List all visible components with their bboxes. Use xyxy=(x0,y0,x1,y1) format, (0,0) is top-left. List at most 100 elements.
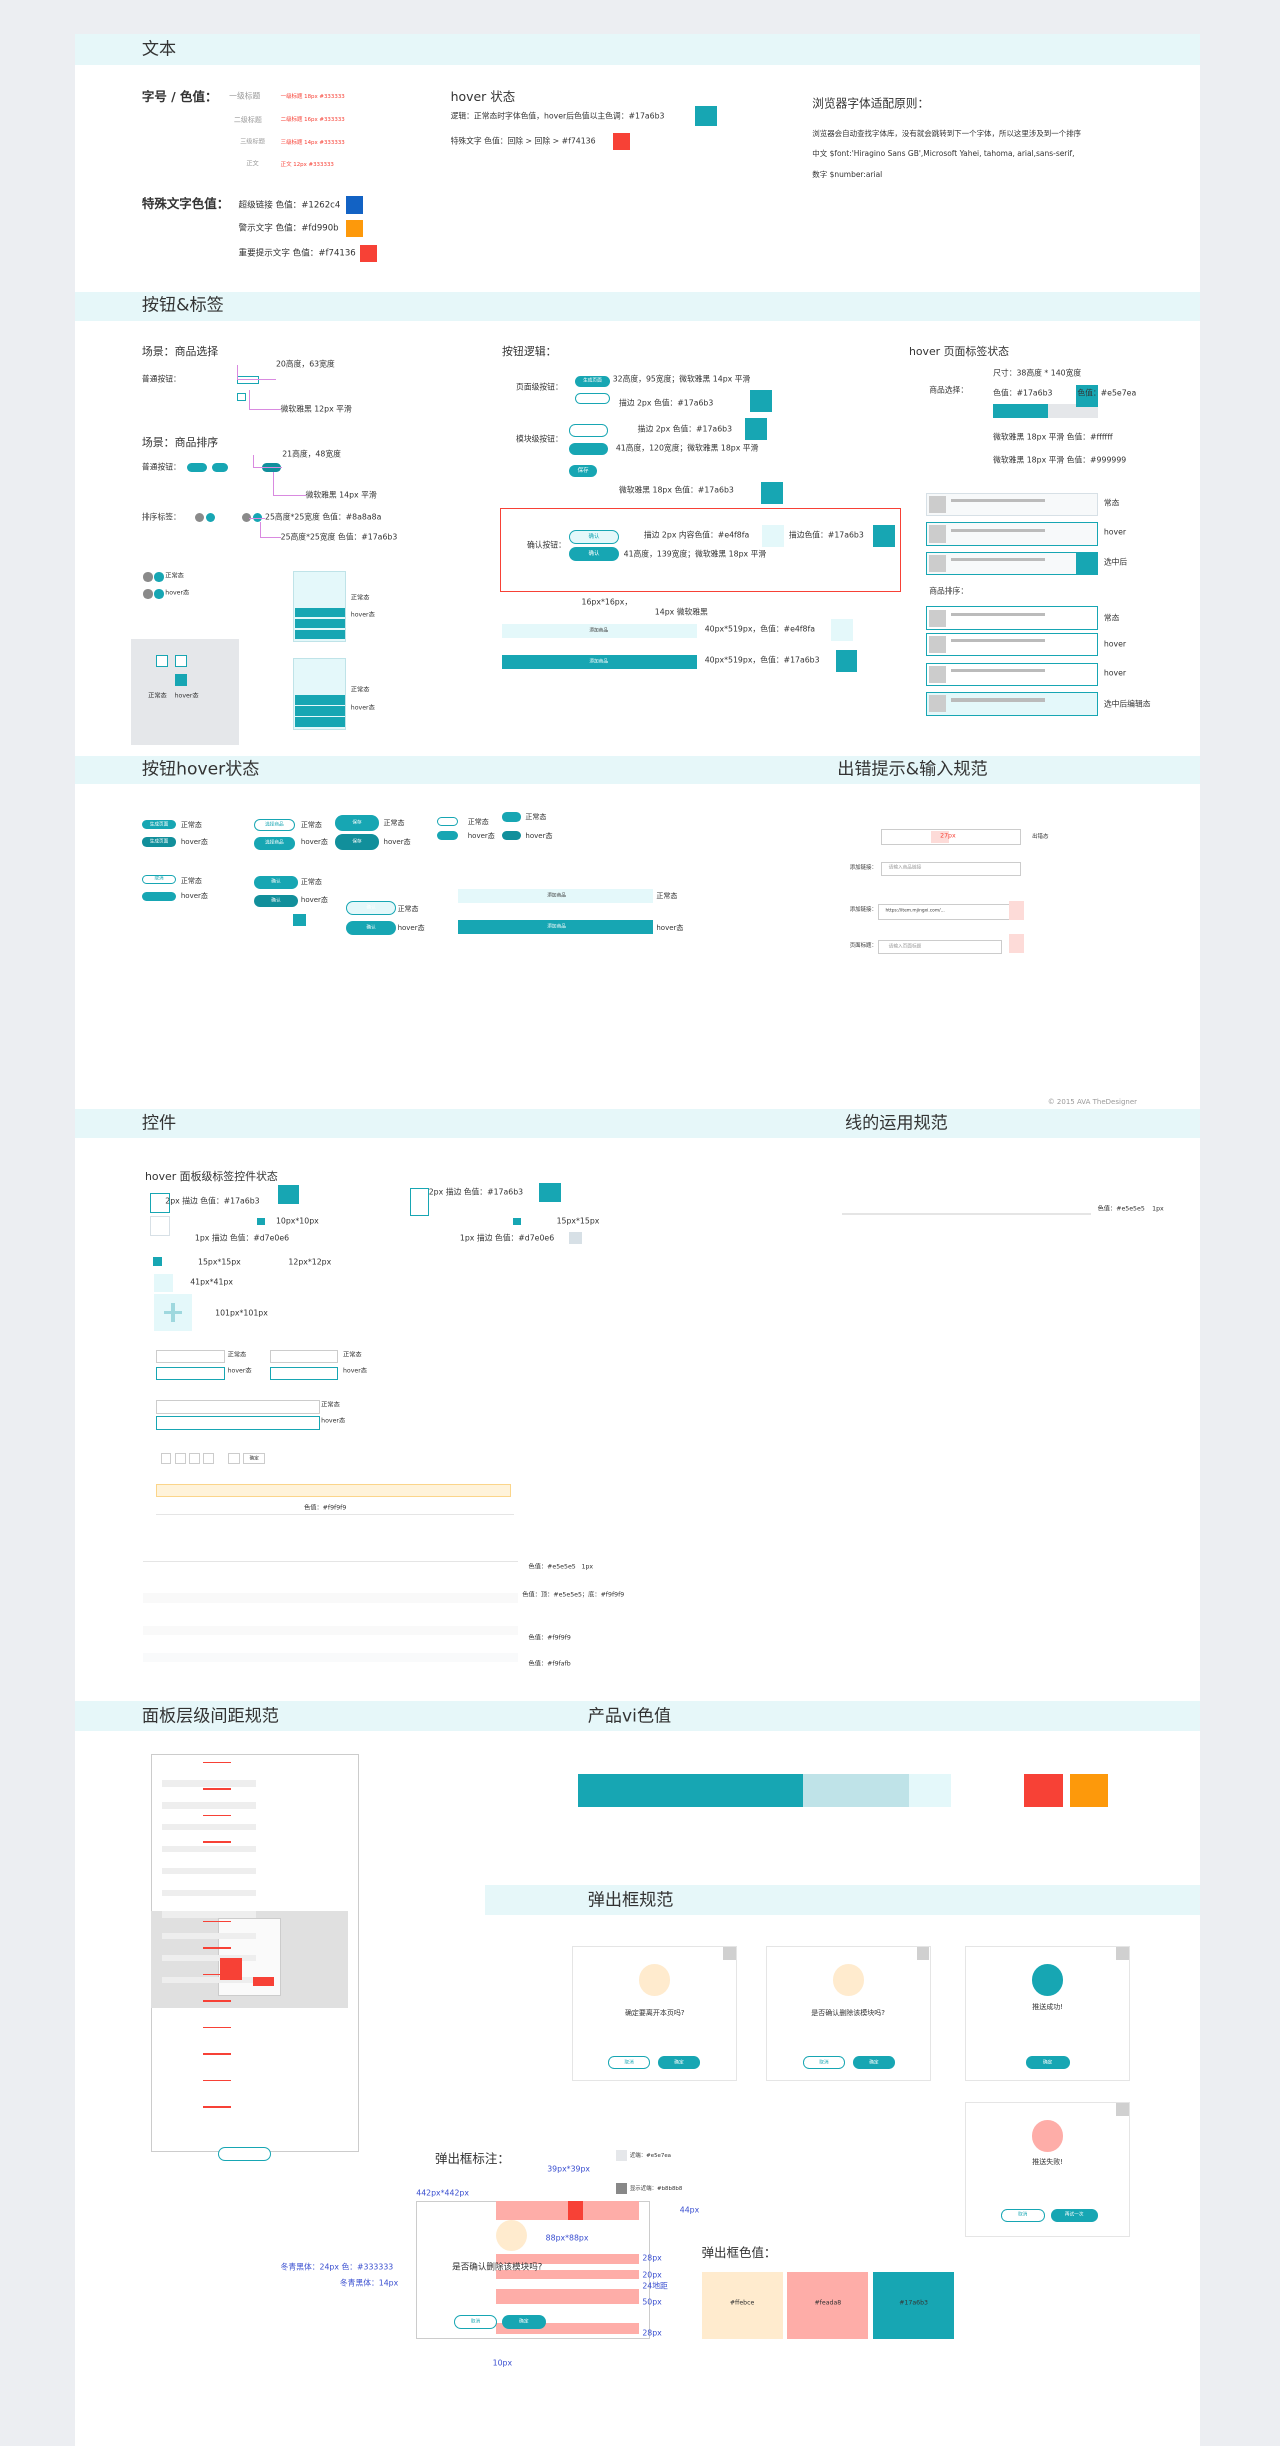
label: 按钮逻辑： xyxy=(502,345,557,359)
frame xyxy=(149,1192,170,1213)
label: 弹出框色值： xyxy=(701,2245,777,2261)
leader xyxy=(252,455,283,468)
frame xyxy=(926,492,1098,517)
label: 正文 12px #333333 xyxy=(280,162,334,169)
label: 冬青黑体：24px 色：#333333 xyxy=(280,2263,394,2273)
label: 20px xyxy=(642,2270,662,2280)
spacing-arrow xyxy=(202,2053,231,2055)
label: 请输入页面标题 xyxy=(888,944,922,950)
line xyxy=(951,612,1045,616)
mock-row xyxy=(162,1889,256,1896)
label: hover态 xyxy=(350,611,375,619)
label: 取消 xyxy=(624,2060,634,2066)
frame xyxy=(174,654,188,668)
check xyxy=(1075,551,1098,576)
frame xyxy=(155,654,169,668)
button xyxy=(852,2056,895,2069)
label: https://item.mjingxi.com/... xyxy=(885,908,945,914)
mock-row xyxy=(162,1911,256,1918)
label: 10px*10px xyxy=(275,1217,319,1227)
callout xyxy=(500,508,902,593)
mock-badge xyxy=(219,1958,242,1980)
button xyxy=(436,816,459,827)
label: 确认 xyxy=(366,925,376,931)
section-bar xyxy=(74,34,1201,66)
label: 25高度*25宽度 色值：#17a6b3 xyxy=(280,532,398,542)
swatch xyxy=(293,913,306,927)
label: hover态 xyxy=(342,1367,368,1375)
mock-row xyxy=(162,1867,256,1874)
label: 10px xyxy=(492,2358,513,2368)
swatch xyxy=(745,417,768,440)
frame xyxy=(269,1367,339,1380)
label: 逻辑：正常态时字体色值，hover后色值以主色调：#17a6b3 xyxy=(450,111,665,121)
wide-button xyxy=(502,654,697,669)
label: hover 面板级标签控件状态 xyxy=(144,1170,278,1184)
swatch xyxy=(539,1183,562,1203)
wide-button xyxy=(458,888,654,903)
mock-row xyxy=(162,1780,256,1787)
label: 27px xyxy=(940,832,956,840)
sort-tag xyxy=(252,512,262,523)
label: © 2015 AVA TheDesigner xyxy=(1047,1097,1138,1107)
spacing-arrow xyxy=(202,2106,231,2108)
swatch xyxy=(569,1231,582,1245)
frame xyxy=(149,1216,170,1237)
label: 微软雅黑 18px 平滑 色值：#ffffff xyxy=(993,432,1113,442)
label: 二级标题 xyxy=(233,115,262,125)
label: 16px*16px， xyxy=(581,598,633,608)
button xyxy=(502,830,521,841)
label: 页面级按钮： xyxy=(516,382,563,392)
button xyxy=(254,876,298,889)
label: 14px 微软雅黑 xyxy=(654,607,708,617)
label: 保存 xyxy=(352,820,362,826)
button xyxy=(187,463,208,473)
spacing-arrow xyxy=(202,1947,231,1949)
thumb xyxy=(929,695,947,713)
mock-row xyxy=(162,1933,256,1940)
sort-tag xyxy=(194,512,205,523)
thumb xyxy=(929,525,947,543)
rule xyxy=(841,1212,1092,1215)
button xyxy=(569,547,619,562)
spacing-arrow xyxy=(202,1920,231,1923)
button xyxy=(141,837,177,847)
label: 色值：#e5e5e5 xyxy=(528,1564,576,1571)
label: 添加商品 xyxy=(589,659,608,665)
label: 显示近端：#b8b8b8 xyxy=(629,2185,683,2192)
swatch xyxy=(346,219,364,237)
label: 39px*39px xyxy=(547,2164,591,2174)
vi-color xyxy=(1069,1774,1109,1807)
label: 21高度，48宽度 xyxy=(282,449,341,459)
thumb xyxy=(929,495,947,513)
label: hover xyxy=(1103,527,1127,537)
label: 色值：#e5e7ea xyxy=(1077,389,1137,399)
button xyxy=(346,921,396,936)
button xyxy=(569,442,609,456)
label: 生成页面 xyxy=(149,822,169,828)
frame xyxy=(188,1453,200,1464)
button xyxy=(1050,2209,1098,2222)
label: hover 页面标签状态 xyxy=(908,345,1010,359)
label: 再试一次 xyxy=(1064,2212,1084,2218)
plus-box xyxy=(154,1273,174,1293)
button xyxy=(502,2315,546,2330)
label: 商品排序： xyxy=(929,587,969,597)
swatch xyxy=(512,1217,521,1226)
label: 确认 xyxy=(366,905,376,911)
label: 一级标题 18px #333333 xyxy=(280,93,345,100)
label: 控件 xyxy=(141,1113,177,1134)
label: 特殊文字 色值：回除 > 回除 > #f74136 xyxy=(450,136,596,146)
label: 弹出框标注： xyxy=(434,2151,510,2167)
button xyxy=(802,2056,846,2069)
icon xyxy=(1032,1964,1064,1996)
label: 添加链接： xyxy=(849,907,877,914)
leader xyxy=(249,389,281,411)
icon xyxy=(832,1964,864,1996)
button xyxy=(1000,2209,1045,2222)
label: 40px*519px，色值：#e4f8fa xyxy=(704,624,816,634)
label: 请输入商品链接 xyxy=(888,865,922,871)
label: hover态 xyxy=(397,922,425,932)
label: 取消 xyxy=(154,876,164,882)
